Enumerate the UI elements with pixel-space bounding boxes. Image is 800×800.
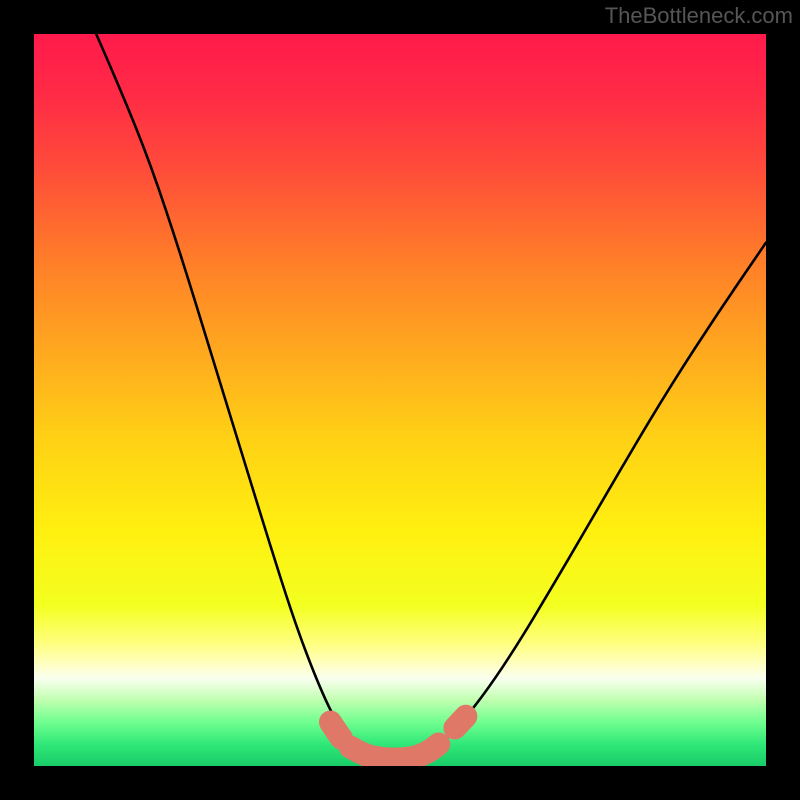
canvas-root: TheBottleneck.com — [0, 0, 800, 800]
gradient-background — [34, 34, 766, 766]
attribution-text: TheBottleneck.com — [605, 3, 793, 29]
plot-area — [34, 34, 766, 766]
